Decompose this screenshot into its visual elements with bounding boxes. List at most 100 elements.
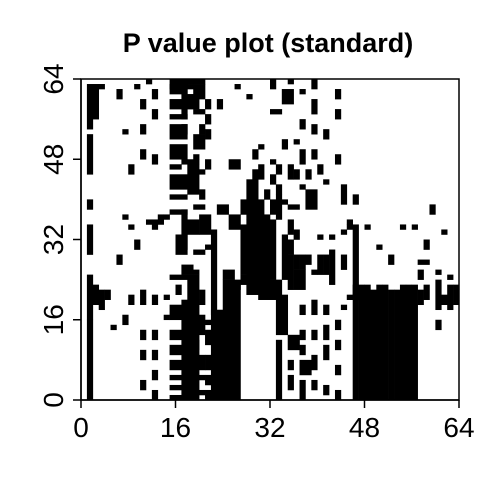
significant-cell <box>358 299 365 401</box>
significant-cell <box>299 254 306 270</box>
significant-cell <box>246 94 253 100</box>
significant-cell <box>86 134 94 175</box>
significant-cell <box>187 79 206 85</box>
significant-cell <box>334 319 342 331</box>
significant-cell <box>193 154 200 160</box>
significant-cell <box>169 99 182 110</box>
significant-cell <box>151 349 159 361</box>
significant-cell <box>234 284 241 290</box>
significant-cell <box>169 79 188 95</box>
significant-cell <box>287 164 294 180</box>
significant-cell <box>169 394 188 401</box>
significant-cell <box>193 339 200 351</box>
significant-cell <box>86 84 94 130</box>
significant-cell <box>305 254 312 265</box>
significant-cell <box>405 284 413 401</box>
significant-cell <box>287 254 294 290</box>
significant-cell <box>169 344 188 356</box>
significant-cell <box>128 224 135 230</box>
significant-cell <box>435 269 442 275</box>
significant-cell <box>169 114 188 120</box>
significant-cell <box>193 204 206 210</box>
significant-cell <box>169 274 188 280</box>
significant-cell <box>86 224 94 255</box>
significant-cell <box>287 359 294 371</box>
significant-cell <box>311 379 318 391</box>
significant-cell <box>193 314 206 336</box>
significant-cell <box>193 269 200 275</box>
x-tick-label: 0 <box>73 412 89 443</box>
significant-cell <box>122 214 129 220</box>
significant-cell <box>299 184 306 190</box>
significant-cell <box>216 204 229 215</box>
significant-cell <box>181 264 194 275</box>
significant-cell <box>199 289 206 306</box>
significant-cell <box>270 79 277 90</box>
significant-cell <box>311 99 318 115</box>
significant-cell <box>193 249 206 255</box>
significant-cell <box>252 149 259 160</box>
significant-cell <box>193 374 206 381</box>
significant-cell <box>187 164 200 195</box>
significant-cell <box>311 269 318 275</box>
significant-cell <box>435 319 442 331</box>
significant-cell <box>299 89 306 95</box>
significant-cell <box>311 79 318 90</box>
significant-cell <box>411 224 418 230</box>
significant-cell <box>311 149 318 160</box>
significant-cell <box>151 294 159 305</box>
significant-cell <box>169 374 188 381</box>
x-tick-label: 48 <box>349 412 380 443</box>
significant-cell <box>329 234 336 240</box>
significant-cell <box>299 329 306 341</box>
significant-cell <box>199 124 206 135</box>
significant-cell <box>423 239 430 250</box>
significant-cell <box>334 109 342 120</box>
significant-cell <box>287 204 300 210</box>
significant-cell <box>145 79 153 85</box>
significant-cell <box>163 214 170 220</box>
significant-cell <box>205 354 212 371</box>
significant-cell <box>169 194 188 200</box>
significant-cell <box>169 384 188 391</box>
x-ticks: 0 16 32 48 64 <box>73 400 475 443</box>
significant-cell <box>299 379 306 401</box>
significant-cell <box>340 184 348 205</box>
x-tick-label: 16 <box>160 412 191 443</box>
x-tick-label: 32 <box>254 412 285 443</box>
significant-cell <box>193 169 206 175</box>
significant-cell <box>216 99 224 110</box>
significant-cell <box>205 99 212 110</box>
significant-cell <box>140 124 147 135</box>
significant-cell <box>311 124 318 135</box>
significant-cell <box>199 214 212 235</box>
significant-cell <box>92 84 100 120</box>
significant-cell <box>86 319 94 401</box>
significant-cell <box>358 284 365 300</box>
significant-cell <box>240 274 247 285</box>
significant-cell <box>323 254 330 275</box>
significant-cell <box>151 154 159 165</box>
significance-cells <box>86 79 460 401</box>
significant-cell <box>275 184 283 195</box>
significant-cell <box>205 329 212 346</box>
significant-cell <box>169 329 182 341</box>
significant-cell <box>205 319 212 326</box>
significant-cell <box>140 149 147 160</box>
significant-cell <box>334 389 342 401</box>
significant-cell <box>240 199 247 215</box>
significant-cell <box>323 304 330 316</box>
y-tick-label: 48 <box>38 144 69 175</box>
significant-cell <box>140 99 147 110</box>
significant-cell <box>275 294 289 336</box>
significant-cell <box>205 129 212 140</box>
significant-cell <box>447 274 454 280</box>
significant-cell <box>157 214 164 225</box>
significant-cell <box>104 289 111 300</box>
significant-cell <box>92 284 100 305</box>
significant-cell <box>299 344 306 356</box>
significant-cell <box>151 329 159 341</box>
significant-cell <box>151 369 159 381</box>
significant-cell <box>246 219 259 295</box>
significant-cell <box>323 179 330 185</box>
